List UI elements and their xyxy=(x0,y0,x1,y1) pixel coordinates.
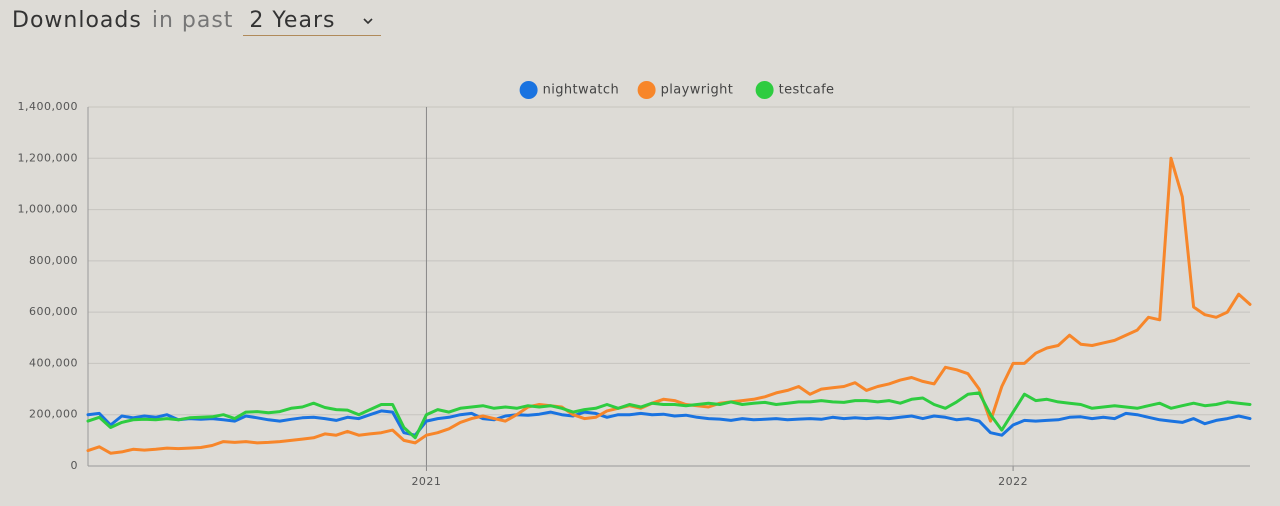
y-tick-label: 1,200,000 xyxy=(18,151,78,164)
series-line xyxy=(86,156,1252,455)
legend-label: playwright xyxy=(661,83,734,98)
header-title: Downloads xyxy=(12,8,142,33)
chevron xyxy=(363,17,373,24)
y-tick-label: 800,000 xyxy=(29,254,78,267)
y-tick-label: 1,400,000 xyxy=(18,100,78,113)
y-tick-label: 400,000 xyxy=(29,356,78,369)
legend-swatch xyxy=(519,81,538,99)
legend-label: testcafe xyxy=(779,83,835,98)
y-tick-label: 200,000 xyxy=(29,408,78,421)
series-line xyxy=(86,391,1252,440)
x-tick-label: 2022 xyxy=(998,475,1028,488)
x-tick-label: 2021 xyxy=(411,475,441,488)
legend-item[interactable]: nightwatch xyxy=(519,81,620,99)
legend-swatch xyxy=(637,81,656,99)
header-connector: in past xyxy=(151,8,234,33)
period-select[interactable]: 2 Years xyxy=(243,8,382,36)
legend-item[interactable]: playwright xyxy=(637,81,734,99)
legend-swatch xyxy=(755,81,774,99)
header: Downloads in past 2 Years xyxy=(12,8,382,36)
legend-item[interactable]: testcafe xyxy=(755,81,835,99)
y-tick-label: 600,000 xyxy=(29,305,78,318)
series-line xyxy=(86,409,1252,437)
y-tick-label: 1,000,000 xyxy=(18,203,78,216)
period-value: 2 Years xyxy=(249,8,336,33)
y-tick-label: 0 xyxy=(71,459,79,472)
legend-label: nightwatch xyxy=(543,83,620,98)
